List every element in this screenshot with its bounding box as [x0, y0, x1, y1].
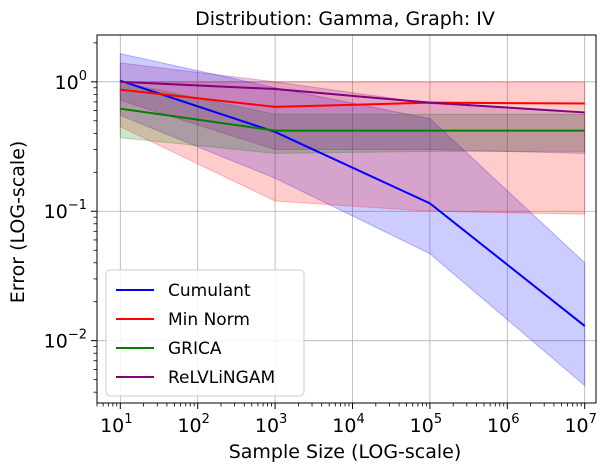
legend-label: GRICA: [168, 339, 222, 359]
plot-frame: [96, 34, 597, 404]
x-tick-label: 105: [410, 412, 442, 437]
legend-label: Min Norm: [168, 310, 250, 330]
y-tick-label: 10−1: [44, 198, 87, 223]
x-tick-label: 104: [332, 412, 364, 437]
series-lines: [119, 79, 586, 327]
line-relvlingam: [120, 80, 585, 114]
band-cumulant: [119, 53, 586, 387]
legend: Cumulant Min Norm GRICA ReLVLiNGAM: [105, 269, 305, 397]
line-grica: [120, 107, 585, 132]
y-axis-ticks: 10−2 10−1 100: [44, 42, 97, 393]
x-axis-label: Sample Size (LOG-scale): [229, 441, 462, 463]
x-axis-ticks: 101 102 103 104 105 106 107: [96, 403, 597, 437]
x-tick-label: 103: [255, 412, 287, 437]
chart-title: Distribution: Gamma, Graph: IV: [195, 8, 495, 30]
band-grica: [119, 81, 586, 154]
y-axis-label: Error (LOG-scale): [7, 141, 29, 304]
y-tick-label: 100: [55, 69, 87, 94]
legend-box: [105, 269, 305, 397]
line-cumulant: [119, 79, 586, 327]
legend-label: ReLVLiNGAM: [168, 368, 275, 388]
band-min-norm: [119, 81, 586, 215]
grid: [97, 35, 596, 403]
y-tick-label: 10−2: [44, 328, 87, 353]
x-tick-label: 106: [487, 412, 519, 437]
x-tick-label: 101: [100, 412, 132, 437]
x-tick-label: 102: [177, 412, 209, 437]
line-min-norm: [120, 88, 585, 108]
legend-label: Cumulant: [168, 281, 251, 301]
confidence-bands: [119, 53, 586, 387]
x-tick-label: 107: [564, 412, 596, 437]
